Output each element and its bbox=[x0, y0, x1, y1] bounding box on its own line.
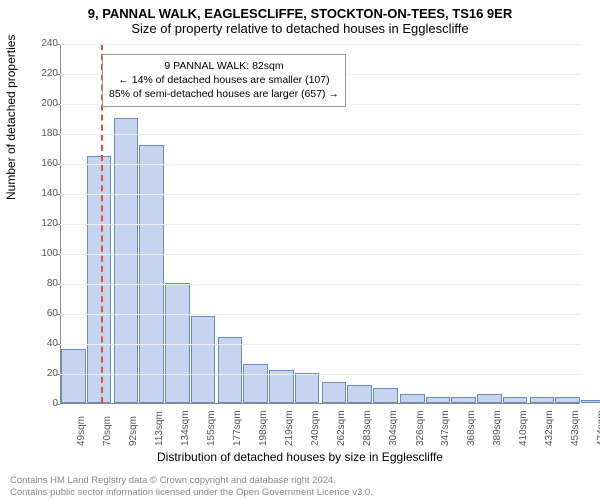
histogram-bar bbox=[218, 337, 243, 403]
y-tick-label: 140 bbox=[32, 188, 58, 199]
x-tick-label: 432sqm bbox=[544, 410, 555, 446]
histogram-bar bbox=[451, 397, 476, 403]
y-tick-mark bbox=[56, 44, 60, 45]
gridline bbox=[60, 254, 580, 255]
y-tick-mark bbox=[56, 224, 60, 225]
y-tick-mark bbox=[56, 284, 60, 285]
y-tick-label: 180 bbox=[32, 128, 58, 139]
histogram-bar bbox=[191, 316, 216, 403]
gridline bbox=[60, 314, 580, 315]
annotation-line: 9 PANNAL WALK: 82sqm bbox=[109, 59, 339, 73]
y-tick-mark bbox=[56, 104, 60, 105]
y-tick-mark bbox=[56, 194, 60, 195]
histogram-bar bbox=[87, 156, 112, 404]
histogram-bar bbox=[503, 397, 528, 403]
y-tick-label: 20 bbox=[32, 368, 58, 379]
x-tick-label: 262sqm bbox=[336, 410, 347, 446]
histogram-bar bbox=[426, 397, 451, 403]
histogram-bar bbox=[114, 118, 139, 403]
x-tick-label: 347sqm bbox=[440, 410, 451, 446]
histogram-bar bbox=[243, 364, 268, 403]
x-tick-label: 410sqm bbox=[518, 410, 529, 446]
y-tick-mark bbox=[56, 134, 60, 135]
x-tick-label: 70sqm bbox=[102, 416, 113, 446]
y-tick-label: 240 bbox=[32, 38, 58, 49]
y-tick-mark bbox=[56, 404, 60, 405]
histogram-bar bbox=[347, 385, 372, 403]
x-tick-label: 155sqm bbox=[206, 410, 217, 446]
histogram-bar bbox=[555, 397, 580, 403]
footer-line-1: Contains HM Land Registry data © Crown c… bbox=[10, 475, 373, 486]
x-tick-label: 283sqm bbox=[362, 410, 373, 446]
gridline bbox=[60, 224, 580, 225]
x-tick-label: 368sqm bbox=[466, 410, 477, 446]
histogram-bar bbox=[165, 283, 190, 403]
x-tick-label: 240sqm bbox=[310, 410, 321, 446]
x-tick-label: 113sqm bbox=[154, 411, 165, 446]
annotation-line: ← 14% of detached houses are smaller (10… bbox=[109, 73, 339, 87]
y-tick-mark bbox=[56, 254, 60, 255]
x-tick-label: 134sqm bbox=[180, 410, 191, 446]
y-tick-label: 220 bbox=[32, 68, 58, 79]
x-tick-label: 219sqm bbox=[284, 410, 295, 446]
y-tick-label: 160 bbox=[32, 158, 58, 169]
x-tick-label: 474sqm bbox=[596, 410, 600, 446]
chart-container: 9, PANNAL WALK, EAGLESCLIFFE, STOCKTON-O… bbox=[0, 0, 600, 500]
gridline bbox=[60, 134, 580, 135]
y-tick-label: 100 bbox=[32, 248, 58, 259]
annotation-box: 9 PANNAL WALK: 82sqm← 14% of detached ho… bbox=[102, 54, 346, 107]
y-tick-label: 0 bbox=[32, 398, 58, 409]
histogram-bar bbox=[581, 400, 600, 403]
y-tick-mark bbox=[56, 314, 60, 315]
gridline bbox=[60, 284, 580, 285]
footer-line-2: Contains public sector information licen… bbox=[10, 487, 373, 498]
chart-title: 9, PANNAL WALK, EAGLESCLIFFE, STOCKTON-O… bbox=[0, 0, 600, 21]
gridline bbox=[60, 44, 580, 45]
y-tick-label: 60 bbox=[32, 308, 58, 319]
gridline bbox=[60, 344, 580, 345]
x-tick-label: 304sqm bbox=[388, 410, 399, 446]
x-tick-label: 453sqm bbox=[570, 410, 581, 446]
y-tick-label: 40 bbox=[32, 338, 58, 349]
gridline bbox=[60, 164, 580, 165]
annotation-line: 85% of semi-detached houses are larger (… bbox=[109, 87, 339, 101]
histogram-bar bbox=[139, 145, 164, 403]
histogram-bar bbox=[295, 373, 320, 403]
y-axis-label: Number of detached properties bbox=[4, 35, 18, 200]
x-tick-label: 49sqm bbox=[76, 416, 87, 446]
y-tick-label: 120 bbox=[32, 218, 58, 229]
y-tick-label: 200 bbox=[32, 98, 58, 109]
histogram-bar bbox=[61, 349, 86, 403]
histogram-bar bbox=[322, 382, 347, 403]
y-tick-mark bbox=[56, 374, 60, 375]
gridline bbox=[60, 194, 580, 195]
chart-subtitle: Size of property relative to detached ho… bbox=[0, 21, 600, 40]
y-tick-label: 80 bbox=[32, 278, 58, 289]
x-tick-label: 389sqm bbox=[492, 410, 503, 446]
histogram-bar bbox=[373, 388, 398, 403]
y-tick-mark bbox=[56, 74, 60, 75]
y-tick-mark bbox=[56, 344, 60, 345]
x-axis-label: Distribution of detached houses by size … bbox=[0, 450, 600, 464]
x-tick-label: 326sqm bbox=[415, 410, 426, 446]
y-tick-mark bbox=[56, 164, 60, 165]
gridline bbox=[60, 374, 580, 375]
attribution-footer: Contains HM Land Registry data © Crown c… bbox=[10, 475, 373, 498]
x-tick-label: 92sqm bbox=[128, 416, 139, 446]
histogram-bar bbox=[530, 397, 555, 403]
x-tick-label: 198sqm bbox=[258, 410, 269, 446]
histogram-bar bbox=[400, 394, 425, 403]
x-tick-label: 177sqm bbox=[232, 410, 243, 446]
histogram-bar bbox=[477, 394, 502, 403]
